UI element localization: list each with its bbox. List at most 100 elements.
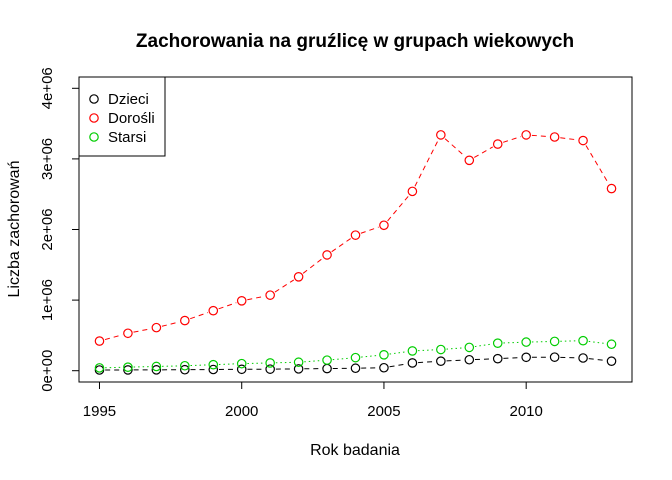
- data-point: [322, 355, 332, 365]
- data-point: [549, 336, 560, 347]
- series-segment: [446, 347, 464, 350]
- series-segment: [588, 340, 606, 345]
- data-point: [180, 360, 190, 371]
- data-point: [407, 346, 418, 356]
- legend-marker: [89, 132, 99, 142]
- y-tick-label: 3e+06: [39, 138, 56, 180]
- series-segment: [585, 145, 610, 184]
- series-segment: [360, 226, 379, 234]
- data-point: [350, 363, 361, 374]
- series-segment: [446, 359, 464, 362]
- series-segment: [474, 343, 493, 348]
- data-point: [293, 364, 304, 374]
- data-point: [379, 220, 389, 231]
- data-point: [208, 305, 219, 316]
- series-segment: [304, 360, 322, 363]
- data-point: [236, 358, 247, 369]
- series-segment: [218, 302, 237, 310]
- y-axis: 0e+00 1e+06 2e+06 3e+06 4e+06: [39, 67, 80, 392]
- series-segment: [218, 363, 237, 365]
- legend-marker: [89, 94, 99, 104]
- legend-item: Dzieci: [89, 91, 149, 108]
- series-segment: [531, 134, 549, 138]
- data-point: [123, 328, 133, 339]
- data-point: [265, 364, 275, 374]
- legend-label: Dzieci: [108, 91, 149, 108]
- data-point: [436, 130, 446, 140]
- data-point: [208, 359, 219, 370]
- data-point: [549, 352, 560, 362]
- legend-item: Dorośli: [89, 110, 155, 127]
- chart-title: Zachorowania na gruźlicę w grupach wieko…: [136, 31, 574, 52]
- data-point: [151, 361, 162, 372]
- series-dorośli: [94, 130, 617, 346]
- legend-label: Starsi: [108, 129, 146, 146]
- data-point: [208, 364, 219, 375]
- y-tick-label: 4e+06: [39, 67, 56, 109]
- data-point: [322, 250, 332, 260]
- legend-label: Dorośli: [108, 110, 155, 127]
- data-point: [606, 183, 617, 194]
- series-segment: [418, 361, 436, 364]
- x-tick-label: 2005: [367, 403, 400, 420]
- series-layer: [94, 130, 617, 375]
- series-segment: [104, 334, 123, 341]
- series-segment: [247, 295, 265, 301]
- series-segment: [560, 356, 578, 359]
- x-tick-label: 1995: [83, 403, 116, 420]
- data-point: [94, 336, 105, 346]
- series-segment: [560, 137, 578, 141]
- series-segment: [274, 279, 295, 293]
- data-point: [578, 135, 588, 146]
- data-point: [464, 155, 475, 166]
- data-point: [265, 290, 275, 300]
- data-point: [492, 338, 503, 348]
- data-point: [180, 364, 190, 375]
- series-segment: [161, 321, 180, 327]
- series-segment: [414, 139, 439, 187]
- x-axis: 1995 2000 2005 2010: [83, 381, 543, 420]
- data-point: [94, 363, 105, 373]
- series-segment: [190, 364, 208, 367]
- series-segment: [444, 138, 466, 157]
- data-point: [549, 132, 560, 142]
- data-point: [350, 230, 361, 240]
- y-tick-label: 2e+06: [39, 208, 56, 250]
- x-tick-label: 2010: [509, 403, 542, 420]
- data-point: [464, 342, 475, 353]
- series-segment: [503, 357, 521, 359]
- data-point: [151, 322, 162, 333]
- data-point: [293, 272, 304, 282]
- data-point: [236, 296, 247, 306]
- series-segment: [503, 341, 521, 344]
- y-tick-label: 1e+06: [39, 279, 56, 321]
- data-point: [180, 315, 190, 326]
- series-segment: [588, 358, 606, 362]
- data-point: [521, 352, 531, 363]
- data-point: [521, 337, 531, 347]
- series-segment: [418, 349, 436, 352]
- data-point: [151, 365, 162, 375]
- data-point: [464, 354, 475, 365]
- series-segment: [331, 237, 352, 253]
- series-segment: [302, 257, 323, 274]
- y-axis-title: Liczba zachorowań: [6, 161, 23, 298]
- legend: Dzieci Dorośli Starsi: [78, 76, 166, 157]
- data-point: [293, 357, 304, 368]
- data-point: [578, 335, 588, 346]
- series-segment: [190, 312, 209, 320]
- data-point: [379, 350, 389, 360]
- series-segment: [361, 354, 379, 358]
- data-point: [379, 362, 389, 373]
- series-segment: [473, 146, 494, 158]
- data-point: [492, 139, 503, 149]
- data-point: [407, 358, 418, 368]
- data-point: [521, 130, 531, 140]
- series-segment: [389, 363, 407, 368]
- data-point: [123, 365, 133, 375]
- data-point: [236, 364, 247, 375]
- data-point: [492, 353, 503, 364]
- series-segment: [387, 195, 410, 222]
- x-tick-label: 2000: [225, 403, 258, 420]
